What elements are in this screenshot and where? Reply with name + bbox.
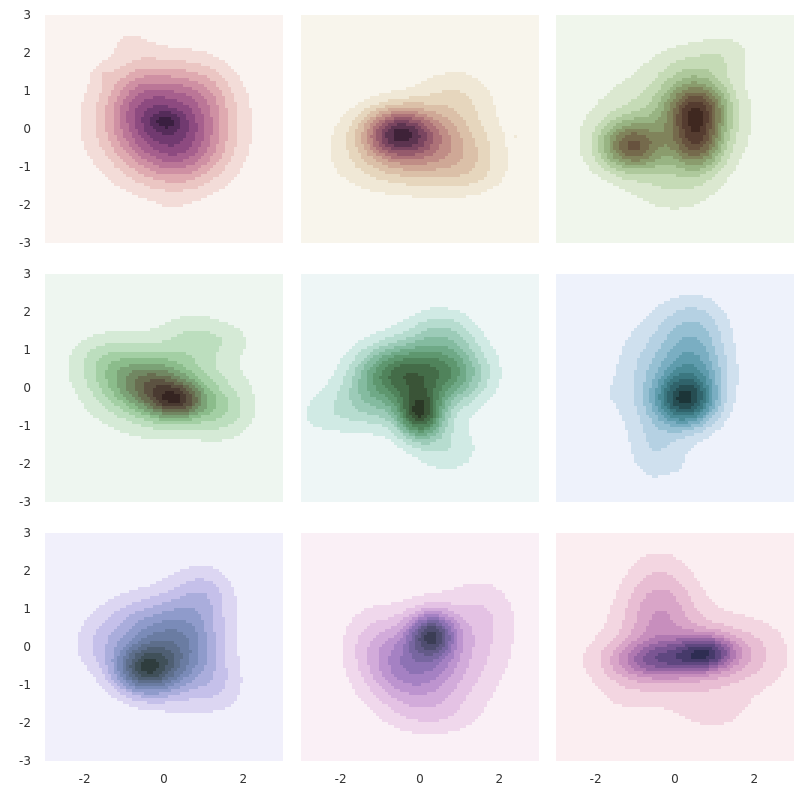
x-tick-label: -2: [335, 772, 347, 786]
y-tick-label: 1: [23, 343, 31, 357]
y-tick-label: -1: [19, 160, 31, 174]
panel-r2c1: [45, 274, 283, 502]
y-tick-label: 2: [23, 564, 31, 578]
panel-r2c1-contour-level-10: [162, 391, 180, 403]
y-tick-label: -3: [19, 495, 31, 509]
panel-r3c3-contour-level-10: [691, 650, 709, 659]
panel-r1c2-contour-level-10: [394, 129, 412, 141]
y-tick-label: 1: [23, 84, 31, 98]
x-tick-label: -2: [79, 772, 91, 786]
panel-r2c2: [301, 274, 539, 502]
x-tick-label: 2: [240, 772, 248, 786]
y-tick-label: 1: [23, 602, 31, 616]
y-tick-label: -1: [19, 419, 31, 433]
panel-r1c3: [556, 15, 794, 243]
panel-r1c3-contour-level-10: [688, 108, 703, 132]
y-tick-label: 0: [23, 381, 31, 395]
y-tick-label: 0: [23, 122, 31, 136]
panel-r3c1: [45, 533, 283, 761]
panel-r2c2-contour-level-10: [412, 400, 424, 418]
y-tick-label: 3: [23, 267, 31, 281]
x-tick-label: 2: [751, 772, 759, 786]
y-tick-label: -3: [19, 236, 31, 250]
panel-r1c2: [301, 15, 539, 243]
x-tick-label: 0: [416, 772, 424, 786]
panel-r3c3: [556, 533, 794, 761]
x-tick-label: -2: [590, 772, 602, 786]
y-tick-label: 3: [23, 8, 31, 22]
panel-r2c3: [556, 274, 794, 502]
y-tick-label: 0: [23, 640, 31, 654]
y-tick-label: 2: [23, 305, 31, 319]
panel-r3c2: [301, 533, 539, 761]
y-tick-label: -2: [19, 198, 31, 212]
y-tick-label: -3: [19, 754, 31, 768]
panel-r2c3-contour-level-10: [676, 391, 691, 403]
y-tick-label: -2: [19, 716, 31, 730]
panel-r1c1-contour-level-10: [156, 117, 174, 129]
y-tick-label: 3: [23, 526, 31, 540]
x-tick-label: 0: [160, 772, 168, 786]
panel-r3c2-contour-level-10: [424, 632, 436, 644]
y-tick-label: 2: [23, 46, 31, 60]
y-tick-label: -2: [19, 457, 31, 471]
x-tick-label: 0: [671, 772, 679, 786]
panel-r3c1-contour-level-10: [141, 659, 159, 674]
y-tick-label: -1: [19, 678, 31, 692]
x-tick-label: 2: [496, 772, 504, 786]
panel-r1c1: [45, 15, 283, 243]
